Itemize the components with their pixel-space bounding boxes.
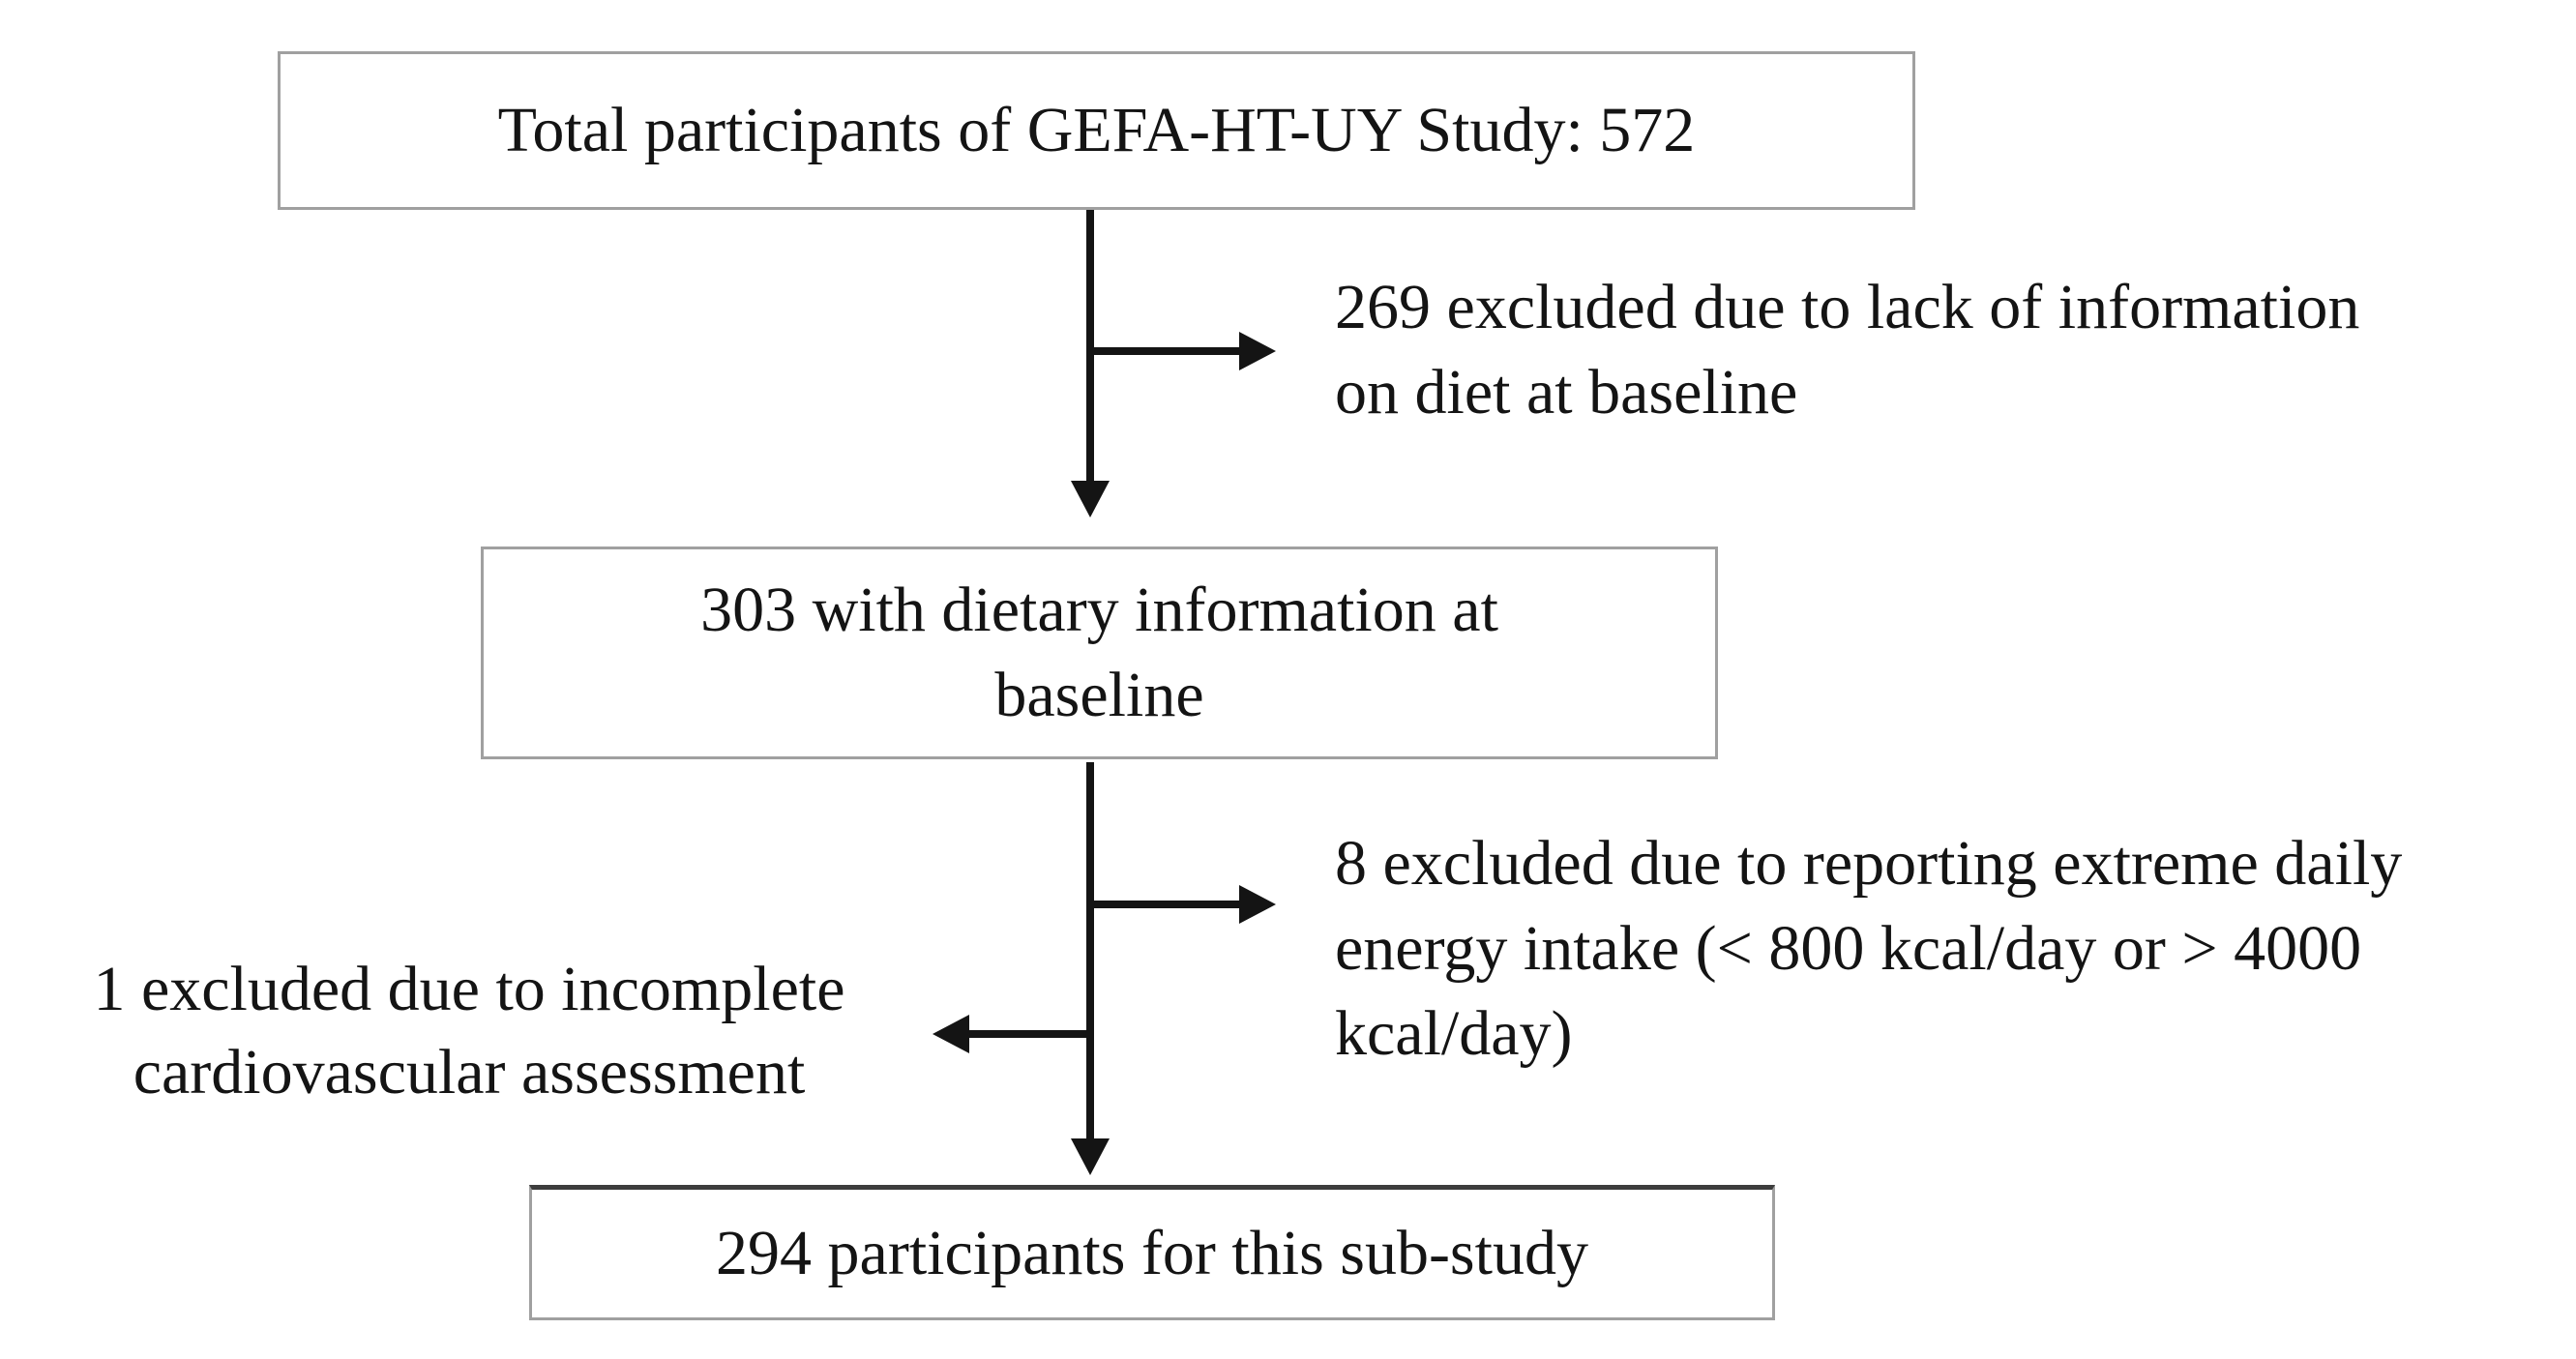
- flow-box-dietary-information-label: 303 with dietary information at baseline: [700, 575, 1498, 730]
- flow-box-dietary-information: 303 with dietary information at baseline: [481, 547, 1718, 759]
- right-arrowhead-icon: [1239, 885, 1276, 924]
- right-arrowhead-icon: [1239, 332, 1276, 370]
- connector-line-exclusion-cardio: [967, 1030, 1094, 1038]
- left-arrowhead-icon: [933, 1015, 969, 1053]
- flow-box-final-participants-label: 294 participants for this sub-study: [716, 1218, 1588, 1288]
- exclusion-note-cardio: 1 excluded due to incomplete cardiovascu…: [93, 954, 845, 1108]
- connector-line-exclusion-energy: [1090, 901, 1243, 908]
- flow-box-total-participants: Total participants of GEFA-HT-UY Study: …: [278, 51, 1915, 210]
- connector-line-total-to-dietary: [1086, 210, 1094, 483]
- flow-box-total-participants-label: Total participants of GEFA-HT-UY Study: …: [497, 95, 1696, 165]
- connector-line-exclusion-diet: [1090, 347, 1243, 355]
- connector-line-dietary-to-final: [1086, 762, 1094, 1140]
- flow-box-final-participants: 294 participants for this sub-study: [529, 1185, 1775, 1320]
- down-arrowhead-icon: [1071, 481, 1110, 517]
- exclusion-note-energy: 8 excluded due to reporting extreme dail…: [1335, 828, 2403, 1069]
- exclusion-note-diet: 269 excluded due to lack of information …: [1335, 272, 2360, 428]
- down-arrowhead-icon: [1071, 1138, 1110, 1175]
